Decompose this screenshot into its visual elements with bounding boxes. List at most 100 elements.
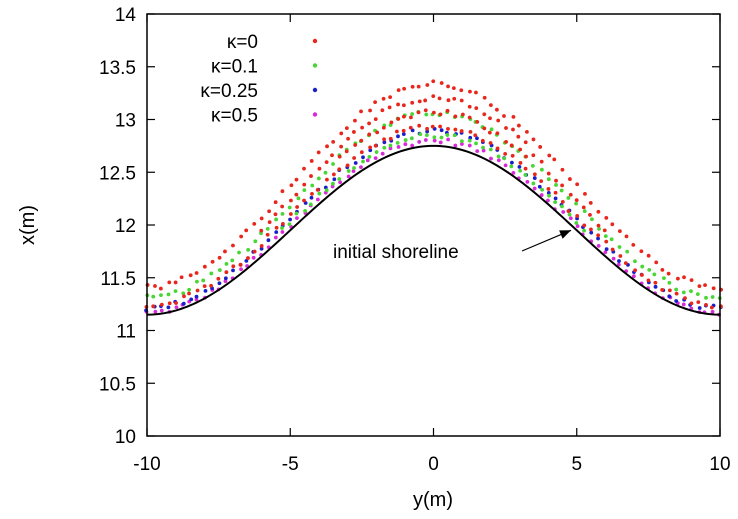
- data-point: [554, 178, 558, 183]
- data-point: [409, 115, 413, 120]
- data-point: [216, 276, 221, 281]
- data-point: [368, 145, 373, 150]
- data-point: [539, 179, 544, 184]
- data-point: [344, 149, 349, 154]
- data-point: [195, 288, 200, 293]
- data-point: [482, 95, 487, 100]
- data-point: [280, 204, 285, 209]
- data-point: [503, 152, 508, 156]
- data-point: [488, 147, 493, 152]
- data-point: [273, 200, 278, 205]
- data-point: [167, 280, 172, 285]
- data-point: [524, 154, 528, 159]
- data-point: [667, 288, 672, 293]
- data-point: [553, 200, 558, 205]
- data-point: [417, 123, 422, 128]
- data-point: [339, 144, 344, 149]
- data-point: [546, 191, 551, 195]
- data-point: [546, 177, 551, 182]
- data-point: [325, 177, 329, 182]
- data-point: [259, 216, 264, 221]
- data-point: [410, 100, 415, 105]
- data-point: [337, 167, 342, 172]
- data-point: [475, 120, 480, 124]
- data-point: [510, 160, 514, 165]
- data-point: [547, 153, 552, 158]
- legend-label: κ=0.25: [200, 81, 258, 102]
- data-point: [368, 148, 373, 153]
- data-point: [488, 103, 493, 107]
- data-point: [445, 108, 450, 113]
- data-point: [252, 249, 257, 254]
- data-point: [511, 114, 516, 119]
- series-points: [144, 137, 721, 317]
- data-point: [309, 195, 314, 200]
- data-point: [459, 139, 464, 144]
- data-point: [231, 243, 235, 248]
- data-point: [324, 188, 329, 193]
- data-point: [640, 264, 645, 269]
- data-point: [581, 205, 586, 210]
- data-point: [547, 193, 551, 198]
- data-point: [173, 280, 178, 285]
- y-tick-label: 14: [115, 5, 137, 26]
- data-point: [575, 214, 580, 218]
- data-point: [525, 180, 530, 184]
- legend-label: κ=0.1: [211, 57, 258, 78]
- data-point: [559, 188, 564, 193]
- data-point: [674, 287, 679, 292]
- data-point: [704, 295, 708, 300]
- data-point: [166, 292, 171, 297]
- data-point: [530, 163, 535, 168]
- data-point: [540, 187, 545, 192]
- data-point: [575, 224, 580, 229]
- data-point: [331, 162, 335, 166]
- data-point: [289, 183, 294, 188]
- data-point: [481, 145, 485, 150]
- data-point: [367, 154, 372, 159]
- data-point: [602, 228, 607, 233]
- data-point: [566, 196, 571, 200]
- data-point: [480, 138, 485, 143]
- data-point: [224, 262, 229, 266]
- data-point: [531, 137, 536, 142]
- data-point: [574, 201, 578, 206]
- data-point: [711, 286, 716, 291]
- data-point: [179, 275, 184, 280]
- data-point: [646, 253, 651, 258]
- data-point: [388, 146, 393, 151]
- data-point: [174, 301, 178, 305]
- data-point: [389, 120, 394, 125]
- data-point: [467, 115, 472, 120]
- data-point: [266, 238, 271, 243]
- data-point: [496, 154, 501, 159]
- x-tick-label: 5: [571, 454, 582, 475]
- data-point: [359, 150, 364, 155]
- data-point: [187, 287, 192, 292]
- data-point: [475, 149, 480, 154]
- data-point: [425, 126, 429, 131]
- data-point: [596, 233, 601, 238]
- data-point: [365, 158, 370, 163]
- data-point: [246, 256, 250, 260]
- data-point: [460, 142, 464, 146]
- data-point: [617, 259, 621, 263]
- data-point: [418, 132, 423, 137]
- data-point: [639, 249, 644, 254]
- data-point: [396, 88, 401, 92]
- data-point: [603, 234, 608, 238]
- data-point: [516, 134, 521, 139]
- data-point: [403, 142, 408, 147]
- data-point: [287, 222, 292, 227]
- data-point: [303, 208, 307, 213]
- data-point: [546, 187, 551, 191]
- data-point: [481, 148, 486, 153]
- data-point: [531, 181, 536, 186]
- data-point: [609, 237, 614, 242]
- data-point: [582, 209, 587, 214]
- data-point: [273, 212, 278, 217]
- data-point: [295, 216, 299, 221]
- data-point: [682, 275, 686, 280]
- data-point: [267, 209, 272, 214]
- data-point: [416, 110, 421, 115]
